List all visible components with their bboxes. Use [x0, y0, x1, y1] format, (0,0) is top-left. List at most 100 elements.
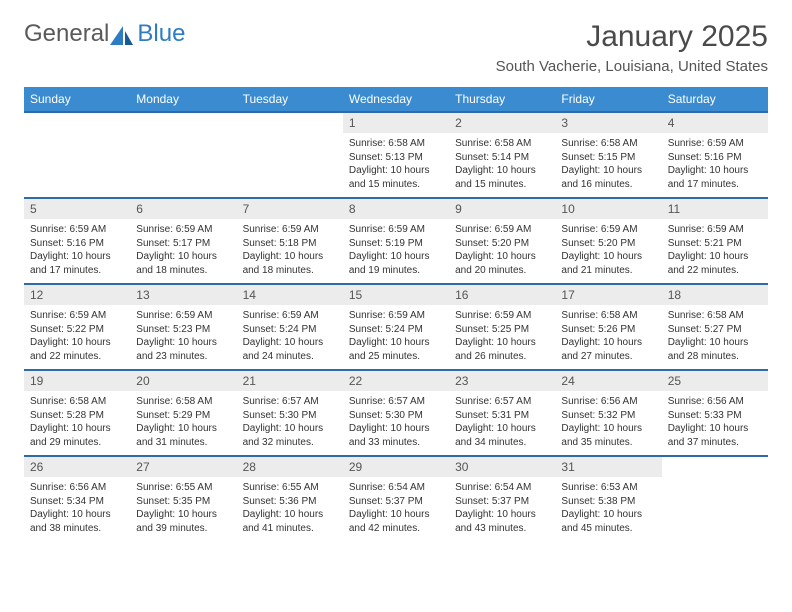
daylight-line: Daylight: 10 hours and 16 minutes. [561, 165, 642, 190]
day-cell: 13Sunrise: 6:59 AMSunset: 5:23 PMDayligh… [130, 284, 236, 370]
sunrise-line: Sunrise: 6:58 AM [136, 396, 212, 407]
sunrise-line: Sunrise: 6:59 AM [30, 224, 106, 235]
day-details: Sunrise: 6:56 AMSunset: 5:33 PMDaylight:… [662, 391, 768, 453]
sunset-line: Sunset: 5:14 PM [455, 152, 529, 163]
day-details: Sunrise: 6:56 AM Sunset: 5:34 PM Daylight:… [24, 477, 130, 539]
daylight-line: Daylight: 10 hours and 43 minutes. [455, 509, 536, 534]
sunrise-line: Sunrise: 6:58 AM [561, 310, 637, 321]
location: South Vacherie, Louisiana, United States [496, 58, 768, 75]
day-number: 19 [24, 371, 130, 391]
sunset-line: Sunset: 5:28 PM [30, 410, 104, 421]
daylight-line: Daylight: 10 hours and 33 minutes. [349, 423, 430, 448]
sunrise-line: Sunrise: 6:55 AM [243, 482, 319, 493]
day-details: Sunrise: 6:59 AMSunset: 5:20 PMDaylight:… [555, 219, 661, 281]
day-cell: 12Sunrise: 6:59 AMSunset: 5:22 PMDayligh… [24, 284, 130, 370]
day-cell [24, 112, 130, 198]
day-details: Sunrise: 6:55 AMSunset: 5:35 PMDaylight:… [130, 477, 236, 539]
sunset-line: Sunset: 5:29 PM [136, 410, 210, 421]
sunset-line: Sunset: 5:25 PM [455, 324, 529, 335]
day-number: 28 [237, 457, 343, 477]
sunrise-line: Sunrise: 6:59 AM [136, 224, 212, 235]
day-cell: 28Sunrise: 6:55 AMSunset: 5:36 PMDayligh… [237, 456, 343, 541]
day-number: 16 [449, 285, 555, 305]
daylight-line: Daylight: 10 hours and 15 minutes. [455, 165, 536, 190]
sunset-line: Sunset: 5:21 PM [668, 238, 742, 249]
month-title: January 2025 [496, 20, 768, 54]
day-details: Sunrise: 6:59 AM Sunset: 5:16 PM Daylight:… [24, 219, 130, 281]
day-number: 29 [343, 457, 449, 477]
weekday-header: Saturday [662, 87, 768, 112]
sunrise-line: Sunrise: 6:59 AM [668, 224, 744, 235]
sunset-line: Sunset: 5:16 PM [668, 152, 742, 163]
sunset-line: Sunset: 5:20 PM [455, 238, 529, 249]
sunset-line: Sunset: 5:19 PM [349, 238, 423, 249]
day-details: Sunrise: 6:58 AMSunset: 5:14 PMDaylight:… [449, 133, 555, 195]
day-cell: 15Sunrise: 6:59 AMSunset: 5:24 PMDayligh… [343, 284, 449, 370]
day-details: Sunrise: 6:53 AMSunset: 5:38 PMDaylight:… [555, 477, 661, 539]
day-cell: 14Sunrise: 6:59 AMSunset: 5:24 PMDayligh… [237, 284, 343, 370]
sunset-line: Sunset: 5:23 PM [136, 324, 210, 335]
daylight-line: Daylight: 10 hours and 37 minutes. [668, 423, 749, 448]
day-number: 20 [130, 371, 236, 391]
sunrise-line: Sunrise: 6:59 AM [243, 224, 319, 235]
sunset-line: Sunset: 5:24 PM [243, 324, 317, 335]
day-cell: 6Sunrise: 6:59 AMSunset: 5:17 PMDaylight… [130, 198, 236, 284]
day-cell: 31Sunrise: 6:53 AMSunset: 5:38 PMDayligh… [555, 456, 661, 541]
day-number: 26 [24, 457, 130, 477]
calendar-page: General Blue January 2025 South Vacherie… [0, 0, 792, 561]
sunset-line: Sunset: 5:16 PM [30, 238, 104, 249]
sunset-line: Sunset: 5:34 PM [30, 496, 104, 507]
sunset-line: Sunset: 5:33 PM [668, 410, 742, 421]
day-cell: 25Sunrise: 6:56 AMSunset: 5:33 PMDayligh… [662, 370, 768, 456]
week-row: 12Sunrise: 6:59 AMSunset: 5:22 PMDayligh… [24, 284, 768, 370]
sunset-line: Sunset: 5:17 PM [136, 238, 210, 249]
daylight-line: Daylight: 10 hours and 17 minutes. [30, 251, 111, 276]
day-details: Sunrise: 6:58 AMSunset: 5:13 PMDaylight:… [343, 133, 449, 195]
daylight-line: Daylight: 10 hours and 38 minutes. [30, 509, 111, 534]
day-details: Sunrise: 6:56 AMSunset: 5:32 PMDaylight:… [555, 391, 661, 453]
brand-part2: Blue [137, 20, 185, 48]
daylight-line: Daylight: 10 hours and 15 minutes. [349, 165, 430, 190]
day-cell: 11Sunrise: 6:59 AMSunset: 5:21 PMDayligh… [662, 198, 768, 284]
sunrise-line: Sunrise: 6:59 AM [668, 138, 744, 149]
sunrise-line: Sunrise: 6:59 AM [243, 310, 319, 321]
day-details: Sunrise: 6:59 AMSunset: 5:25 PMDaylight:… [449, 305, 555, 367]
day-cell: 4Sunrise: 6:59 AMSunset: 5:16 PMDaylight… [662, 112, 768, 198]
sunset-line: Sunset: 5:15 PM [561, 152, 635, 163]
day-cell: 9Sunrise: 6:59 AMSunset: 5:20 PMDaylight… [449, 198, 555, 284]
day-cell: 8Sunrise: 6:59 AMSunset: 5:19 PMDaylight… [343, 198, 449, 284]
day-details: Sunrise: 6:54 AMSunset: 5:37 PMDaylight:… [343, 477, 449, 539]
sunrise-line: Sunrise: 6:59 AM [455, 310, 531, 321]
daylight-line: Daylight: 10 hours and 21 minutes. [561, 251, 642, 276]
day-number: 12 [24, 285, 130, 305]
daylight-line: Daylight: 10 hours and 18 minutes. [136, 251, 217, 276]
day-cell: 19Sunrise: 6:58 AMSunset: 5:28 PMDayligh… [24, 370, 130, 456]
day-cell: 24Sunrise: 6:56 AMSunset: 5:32 PMDayligh… [555, 370, 661, 456]
sunset-line: Sunset: 5:35 PM [136, 496, 210, 507]
day-cell [130, 112, 236, 198]
sunset-line: Sunset: 5:20 PM [561, 238, 635, 249]
day-cell: 3Sunrise: 6:58 AMSunset: 5:15 PMDaylight… [555, 112, 661, 198]
day-number: 9 [449, 199, 555, 219]
day-details: Sunrise: 6:59 AMSunset: 5:20 PMDaylight:… [449, 219, 555, 281]
day-details: Sunrise: 6:59 AMSunset: 5:16 PMDaylight:… [662, 133, 768, 195]
sunset-line: Sunset: 5:26 PM [561, 324, 635, 335]
sunset-line: Sunset: 5:30 PM [243, 410, 317, 421]
day-number: 10 [555, 199, 661, 219]
day-number: 21 [237, 371, 343, 391]
day-cell [237, 112, 343, 198]
sunset-line: Sunset: 5:22 PM [30, 324, 104, 335]
day-number: 3 [555, 113, 661, 133]
day-cell: 27Sunrise: 6:55 AMSunset: 5:35 PMDayligh… [130, 456, 236, 541]
daylight-line: Daylight: 10 hours and 20 minutes. [455, 251, 536, 276]
weekday-header-row: SundayMondayTuesdayWednesdayThursdayFrid… [24, 87, 768, 112]
day-number: 5 [24, 199, 130, 219]
day-cell: 7Sunrise: 6:59 AMSunset: 5:18 PMDaylight… [237, 198, 343, 284]
sunset-line: Sunset: 5:37 PM [455, 496, 529, 507]
week-row: 19 Sunrise: 6:58 AM Sunset: 5:28 PM Dayligh… [24, 370, 768, 456]
day-details: Sunrise: 6:54 AMSunset: 5:37 PMDaylight:… [449, 477, 555, 539]
sunrise-line: Sunrise: 6:56 AM [30, 482, 106, 493]
sunset-line: Sunset: 5:32 PM [561, 410, 635, 421]
sunset-line: Sunset: 5:37 PM [349, 496, 423, 507]
day-number: 18 [662, 285, 768, 305]
